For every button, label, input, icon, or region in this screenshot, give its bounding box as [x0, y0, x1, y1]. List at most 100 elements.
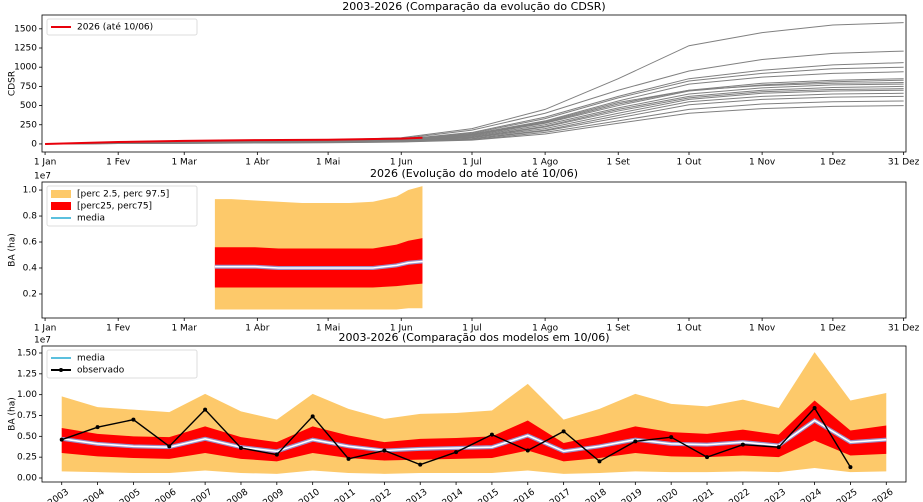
marker	[740, 442, 745, 447]
x-tick-label: 2011	[333, 487, 357, 502]
x-tick-label: 1 Fev	[106, 324, 131, 334]
y-tick-label: 250	[20, 120, 37, 130]
marker	[848, 465, 853, 470]
legend-swatch	[51, 202, 71, 210]
line	[214, 260, 423, 269]
marker	[525, 448, 530, 453]
x-tick-label: 1 Nov	[749, 158, 776, 168]
x-tick-label: 2010	[297, 487, 322, 502]
plot-area	[214, 186, 423, 310]
marker	[705, 455, 710, 460]
x-tick-label: 2024	[799, 487, 824, 502]
x-tick-label: 2025	[835, 487, 859, 502]
marker	[776, 445, 781, 450]
x-tick-label: 2018	[584, 487, 609, 502]
y-tick-label: 1.50	[17, 349, 37, 359]
legend-box	[46, 18, 198, 36]
line	[45, 105, 904, 145]
marker	[561, 429, 566, 434]
marker	[633, 439, 638, 444]
chart-title: 2003-2026 (Comparação da evolução do CDS…	[342, 0, 605, 13]
axes-frame	[41, 181, 907, 319]
x-tick-label: 2012	[369, 487, 393, 502]
marker	[669, 435, 674, 440]
y-tick-label: 0.6	[23, 238, 38, 248]
y-axis-label: BA (ha)	[8, 233, 18, 266]
x-tick-label: 2019	[620, 487, 645, 502]
y-axis-label: BA (ha)	[8, 397, 18, 430]
legend-label: media	[77, 214, 105, 224]
x-tick-label: 31 Dez	[888, 158, 920, 168]
x-tick-label: 2004	[82, 487, 107, 502]
marker	[454, 450, 459, 455]
legend-label: media	[77, 354, 105, 364]
panel: 2003-2026 (Comparação dos modelos em 10/…	[8, 331, 907, 502]
x-tick-label: 2013	[405, 487, 429, 502]
legend-box	[46, 349, 198, 379]
x-tick-label: 1 Out	[677, 158, 702, 168]
legend-label: observado	[77, 366, 125, 376]
x-tick-label: 2009	[261, 487, 286, 502]
x-tick-label: 1 Mar	[171, 158, 197, 168]
x-tick-label: 2005	[118, 487, 142, 502]
offset-label: 1e7	[34, 172, 51, 182]
marker	[418, 462, 423, 467]
x-tick-label: 1 Dez	[820, 324, 846, 334]
panel: 2003-2026 (Comparação da evolução do CDS…	[8, 0, 920, 168]
x-tick-label: 1 Jul	[462, 324, 481, 334]
marker	[346, 456, 351, 461]
marker	[310, 414, 315, 419]
x-tick-label: 2026	[871, 487, 896, 502]
x-tick-label: 2017	[548, 487, 572, 502]
x-tick-label: 1 Set	[607, 158, 631, 168]
x-tick-label: 2022	[728, 487, 752, 502]
x-tick-label: 1 Ago	[532, 324, 558, 334]
legend-marker	[59, 368, 63, 372]
marker	[59, 437, 64, 442]
legend-swatch	[51, 190, 71, 198]
y-tick-label: 1.00	[17, 390, 37, 400]
line	[45, 136, 423, 145]
legend-label: 2026 (até 10/06)	[77, 22, 153, 33]
x-tick-label: 31 Dez	[888, 324, 920, 334]
line	[45, 22, 904, 145]
chart-title: 2026 (Evolução do modelo até 10/06)	[370, 167, 578, 180]
x-tick-label: 1 Out	[677, 324, 702, 334]
marker	[167, 444, 172, 449]
marker	[382, 448, 387, 453]
y-tick-label: 0.25	[17, 453, 37, 463]
x-tick-label: 2016	[512, 487, 537, 502]
marker	[203, 407, 208, 412]
x-tick-label: 2021	[692, 487, 716, 502]
y-tick-label: 1250	[14, 44, 37, 54]
y-tick-label: 0.4	[23, 263, 38, 273]
x-tick-label: 2007	[190, 487, 214, 502]
y-tick-label: 0.75	[17, 411, 37, 421]
y-tick-label: 1500	[14, 24, 37, 34]
offset-label: 1e7	[34, 336, 51, 346]
marker	[95, 425, 100, 430]
band	[61, 400, 887, 462]
band	[214, 238, 423, 288]
x-tick-label: 1 Jan	[34, 324, 56, 334]
x-tick-label: 1 Jan	[34, 158, 56, 168]
x-tick-label: 2020	[656, 487, 681, 502]
y-tick-label: 1000	[14, 63, 37, 73]
x-tick-label: 1 Dez	[820, 158, 846, 168]
x-tick-label: 1 Jun	[390, 158, 413, 168]
x-tick-label: 2015	[477, 487, 501, 502]
x-tick-label: 1 Mar	[171, 324, 197, 334]
chart-title: 2003-2026 (Comparação dos modelos em 10/…	[339, 331, 610, 344]
marker	[131, 417, 136, 422]
axes-frame	[41, 14, 907, 153]
y-tick-label: 0.50	[17, 432, 37, 442]
plot-area	[45, 22, 904, 145]
legend-box	[46, 185, 198, 227]
x-tick-label: 2023	[763, 487, 787, 502]
y-tick-label: 500	[20, 101, 37, 111]
line	[45, 66, 904, 145]
x-tick-label: 1 Set	[607, 324, 631, 334]
axes-frame	[41, 345, 907, 483]
marker	[238, 446, 243, 450]
